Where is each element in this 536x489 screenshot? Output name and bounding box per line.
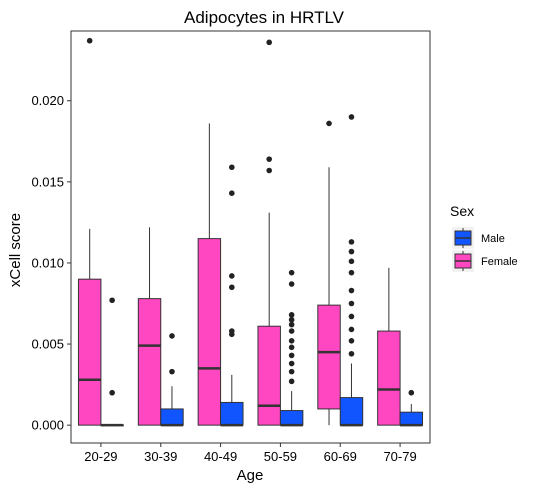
x-tick-label: 20-29	[84, 449, 117, 464]
outlier-point	[288, 378, 295, 385]
legend-title: Sex	[450, 203, 474, 219]
outlier-point	[288, 360, 295, 367]
box-female-30-39	[137, 227, 162, 426]
x-axis: 20-29 30-39 40-49 50-59 60-69 70-79	[84, 443, 417, 464]
plot-layer	[77, 37, 424, 427]
y-tick-label: 0.010	[31, 255, 64, 270]
outlier-point	[266, 167, 272, 174]
box-female	[77, 278, 102, 426]
box-female-50-59	[257, 39, 281, 426]
outlier-point	[326, 120, 332, 127]
outlier-point	[288, 344, 295, 351]
outlier-point	[348, 269, 355, 276]
y-axis-title: xCell score	[7, 213, 24, 287]
y-tick-label: 0.015	[31, 174, 64, 189]
outlier-point	[288, 316, 295, 323]
box-female	[377, 330, 401, 426]
box-male-20-29	[100, 297, 124, 427]
outlier-point	[348, 338, 355, 344]
outlier-point	[169, 368, 175, 375]
box-female	[197, 238, 222, 426]
x-tick-label: 40-49	[204, 449, 237, 464]
outlier-point	[288, 312, 295, 318]
outlier-point	[288, 368, 295, 375]
chart-title: Adipocytes in HRTLV	[184, 8, 345, 27]
outlier-point	[288, 269, 295, 276]
x-tick-label: 30-39	[144, 449, 177, 464]
box-male-60-69	[339, 114, 364, 427]
x-tick-label: 70-79	[383, 449, 416, 464]
outlier-point	[86, 37, 93, 44]
box-female-40-49	[197, 123, 222, 426]
box-female-60-69	[317, 120, 341, 426]
box-female	[317, 304, 341, 410]
box-female-70-79	[377, 267, 401, 426]
box-female	[257, 325, 281, 426]
outlier-point	[229, 284, 235, 291]
legend-label-female: Female	[481, 256, 518, 268]
outlier-point	[348, 239, 355, 245]
outlier-point	[348, 258, 355, 265]
outlier-point	[229, 190, 235, 197]
outlier-point	[288, 338, 295, 344]
legend-label-male: Male	[481, 233, 505, 245]
box-male	[339, 397, 364, 426]
outlier-point	[229, 164, 235, 171]
x-tick-label: 60-69	[324, 449, 357, 464]
legend-key-female	[452, 250, 474, 272]
x-axis-title: Age	[237, 467, 264, 484]
y-axis: 0.000 0.005 0.010 0.015 0.020	[31, 93, 71, 433]
outlier-point	[109, 389, 115, 396]
y-tick-label: 0.020	[31, 93, 64, 108]
outlier-point	[348, 287, 355, 294]
outlier-point	[288, 352, 295, 359]
outlier-point	[288, 328, 295, 334]
plot-panel	[70, 30, 431, 444]
outlier-point	[229, 273, 235, 279]
outlier-point	[266, 156, 272, 162]
box-female-20-29	[77, 37, 102, 426]
box-male-70-79	[399, 389, 424, 427]
box-male	[220, 401, 244, 426]
box-male	[399, 411, 424, 426]
legend-key-male	[452, 227, 474, 249]
outlier-point	[229, 328, 235, 334]
outlier-point	[348, 313, 355, 320]
box-male	[160, 408, 184, 426]
box-male-50-59	[279, 269, 304, 427]
box-male-30-39	[160, 333, 184, 427]
outlier-point	[348, 300, 355, 307]
outlier-point	[348, 350, 355, 357]
x-tick-label: 50-59	[264, 449, 297, 464]
outlier-point	[288, 281, 295, 287]
box-male	[279, 410, 304, 426]
outlier-point	[348, 114, 355, 120]
box-male-40-49	[220, 164, 244, 427]
box-female	[137, 298, 162, 426]
y-tick-label: 0.005	[31, 337, 64, 352]
legend: Sex Male Female	[450, 203, 518, 272]
outlier-point	[348, 326, 355, 333]
outlier-point	[288, 321, 295, 328]
outlier-point	[408, 389, 415, 396]
outlier-point	[109, 297, 115, 304]
y-tick-label: 0.000	[31, 418, 64, 433]
outlier-point	[169, 333, 175, 339]
outlier-point	[266, 39, 272, 46]
outlier-point	[348, 248, 355, 255]
